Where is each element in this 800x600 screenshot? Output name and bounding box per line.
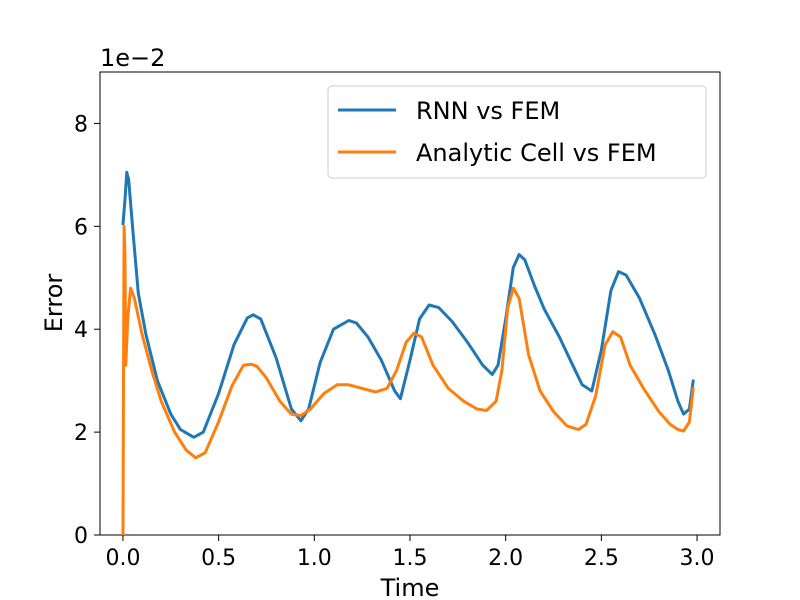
x-tick-label: 2.0	[488, 546, 523, 571]
x-tick-label: 0.0	[105, 546, 140, 571]
legend: RNN vs FEM Analytic Cell vs FEM	[327, 85, 707, 179]
x-tick-label: 1.5	[393, 546, 428, 571]
series-line-1	[121, 224, 695, 537]
y-axis-label: Error	[40, 274, 68, 333]
x-tick-label: 1.0	[297, 546, 332, 571]
x-tick-label: 2.5	[584, 546, 619, 571]
legend-box	[327, 85, 707, 179]
y-tick-label: 4	[74, 318, 88, 343]
x-axis: 0.0 0.5 1.0 1.5 2.0 2.5 3.0	[105, 535, 715, 571]
y-tick-label: 8	[74, 112, 88, 137]
x-tick-label: 0.5	[201, 546, 236, 571]
y-tick-label: 6	[74, 215, 88, 240]
legend-label-rnn: RNN vs FEM	[416, 97, 560, 125]
y-tick-label: 2	[74, 421, 88, 446]
y-tick-label: 0	[74, 524, 88, 549]
x-tick-label: 3.0	[680, 546, 715, 571]
y-offset-label: 1e−2	[100, 44, 165, 72]
y-axis: 0 2 4 6 8	[74, 112, 100, 549]
series-layer	[121, 170, 695, 537]
legend-label-analytic-cell: Analytic Cell vs FEM	[416, 139, 657, 167]
series-line-0	[121, 170, 695, 439]
x-axis-label: Time	[380, 574, 440, 600]
